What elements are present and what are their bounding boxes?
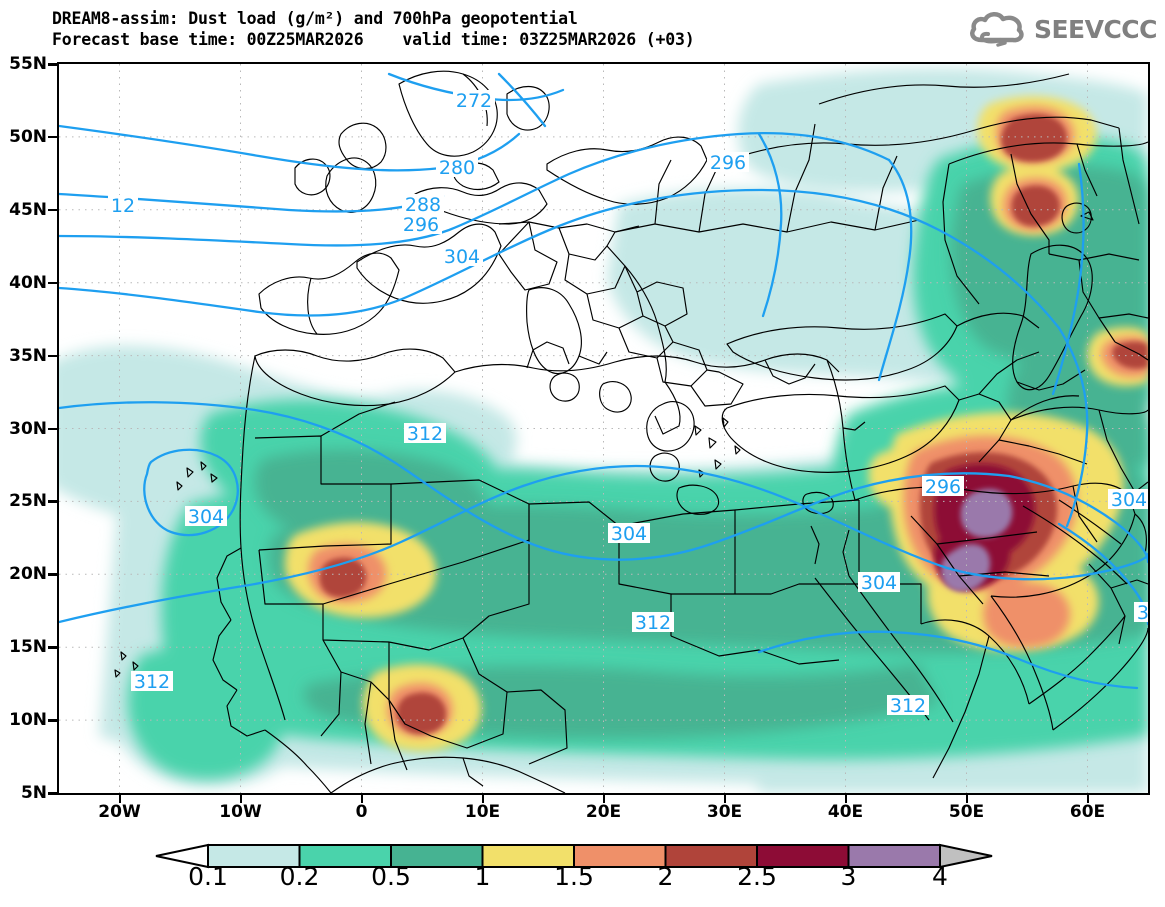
header-time-line: Forecast base time: 00Z25MAR2026 valid t… — [52, 30, 695, 49]
contour-label: 312 — [1137, 602, 1148, 624]
contour-label: 312 — [635, 612, 671, 634]
contour-label: 304 — [444, 246, 480, 268]
colorbar-over-arrow — [939, 843, 993, 869]
lat-tick-mark — [48, 281, 57, 285]
contour-label-bg — [402, 194, 444, 214]
lon-tick-mark — [965, 795, 968, 803]
contour-label-bg — [707, 152, 749, 172]
lon-tick-label: 10E — [464, 802, 501, 822]
contour-label: 12 — [111, 195, 135, 217]
map-plot-area: 272 280 288 296 296 304 12 304 312 312 304 312 304 29… — [57, 62, 1150, 795]
lat-tick-label: 5N — [20, 783, 47, 803]
lon-tick-label: 60E — [1069, 802, 1106, 822]
contour-label-bg — [441, 246, 483, 266]
colorbar-tick-label: 2.5 — [737, 862, 777, 891]
colorbar: 0.1 0.2 0.5 1 1.5 2 2.5 3 4 — [0, 840, 1165, 907]
lon-tick-label: 50E — [948, 802, 985, 822]
lon-tick-label: 20E — [585, 802, 622, 822]
lat-tick-mark — [48, 792, 57, 795]
contour-label-bg — [887, 695, 929, 715]
lat-tick-mark — [48, 646, 57, 649]
lat-tick-label: 15N — [9, 637, 47, 658]
lon-tick-mark — [360, 795, 363, 803]
contour-label: 296 — [925, 476, 961, 498]
lon-tick-label: 10W — [219, 802, 262, 822]
contour-label: 280 — [439, 157, 475, 179]
lon-tick-mark — [602, 795, 605, 803]
lat-tick-label: 55N — [9, 54, 47, 74]
contour-label: 312 — [134, 671, 170, 693]
colorbar-tick-label: 0.2 — [279, 862, 320, 891]
lat-tick-mark — [48, 63, 57, 66]
contour-label: 296 — [403, 214, 439, 236]
lon-tick-mark — [481, 795, 484, 803]
contour-label-bg — [1134, 602, 1148, 622]
contour-label: 312 — [407, 423, 443, 445]
colorbar-tick-label: 3 — [840, 862, 857, 891]
lat-tick-label: 40N — [9, 272, 47, 293]
contour-label: 304 — [861, 572, 897, 594]
lat-tick-label: 10N — [9, 710, 47, 731]
contour-label-bg — [131, 671, 173, 691]
lat-tick-mark — [48, 208, 57, 212]
lat-tick-label: 35N — [9, 345, 47, 366]
contour-label-bg — [185, 506, 227, 526]
contour-label: 304 — [1111, 489, 1147, 511]
contour-label-bg — [922, 476, 964, 496]
contour-label-bg — [608, 523, 650, 543]
lat-tick-label: 45N — [9, 199, 47, 220]
contour-label-bg — [436, 157, 478, 177]
geopotential-contours — [59, 72, 1148, 690]
lat-tick-mark — [48, 135, 57, 139]
colorbar-tick-label: 1 — [474, 862, 491, 891]
colorbar-tick-label: 4 — [932, 862, 948, 891]
colorbar-tick-label: 0.5 — [371, 862, 411, 891]
colorbar-tick-label: 1.5 — [554, 862, 594, 891]
chart-header: DREAM8-assim: Dust load (g/m²) and 700hP… — [52, 8, 832, 50]
cloud-icon — [969, 12, 1024, 47]
logo-text: SEEVCCC — [1033, 14, 1158, 44]
lon-tick-label: 0 — [355, 802, 368, 822]
lon-tick-mark — [1086, 795, 1089, 803]
lat-tick-mark — [48, 354, 57, 358]
contour-label-group: 2722802882962963041230431231230431230429… — [108, 90, 1148, 717]
seevccc-logo: SEEVCCC — [968, 10, 1158, 48]
header-title-line: DREAM8-assim: Dust load (g/m²) and 700hP… — [52, 9, 578, 28]
lon-tick-mark — [239, 795, 242, 803]
lon-tick-label: 20W — [98, 802, 141, 822]
colorbar-tick-label: 0.1 — [188, 862, 228, 891]
lat-tick-mark — [48, 719, 57, 722]
dust-load-field — [59, 68, 1148, 793]
colorbar-swatches — [155, 843, 993, 869]
lat-tick-mark — [48, 573, 57, 576]
lon-tick-label: 40E — [827, 802, 864, 822]
lon-tick-mark — [844, 795, 847, 803]
contour-label-bg — [1108, 489, 1148, 509]
lat-tick-mark — [48, 427, 57, 430]
contour-label-bg — [453, 90, 495, 110]
lon-tick-mark — [118, 795, 121, 803]
map-canvas: 2722802882962963041230431231230431230429… — [59, 64, 1148, 793]
lon-tick-mark — [723, 795, 726, 803]
colorbar-tick-labels: 0.1 0.2 0.5 1 1.5 2 2.5 3 4 — [0, 862, 1165, 902]
colorbar-tick-label: 2 — [657, 862, 674, 891]
lat-tick-label: 20N — [9, 564, 47, 585]
contour-label: 288 — [405, 194, 441, 216]
lat-tick-label: 30N — [9, 418, 47, 439]
contour-label-bg — [632, 612, 674, 632]
lon-tick-label: 30E — [706, 802, 743, 822]
contour-label-bg — [400, 214, 442, 234]
lat-tick-mark — [48, 500, 57, 503]
contour-label-bg — [858, 572, 900, 592]
contour-label: 296 — [710, 152, 746, 174]
contour-label: 304 — [611, 523, 647, 545]
contour-label: 312 — [890, 695, 926, 717]
contour-label-bg — [108, 195, 138, 215]
contour-label-bg — [404, 423, 446, 443]
contour-label: 272 — [456, 90, 492, 112]
contour-label: 304 — [188, 506, 224, 528]
lat-tick-label: 25N — [9, 491, 47, 512]
lat-tick-label: 50N — [9, 126, 47, 147]
